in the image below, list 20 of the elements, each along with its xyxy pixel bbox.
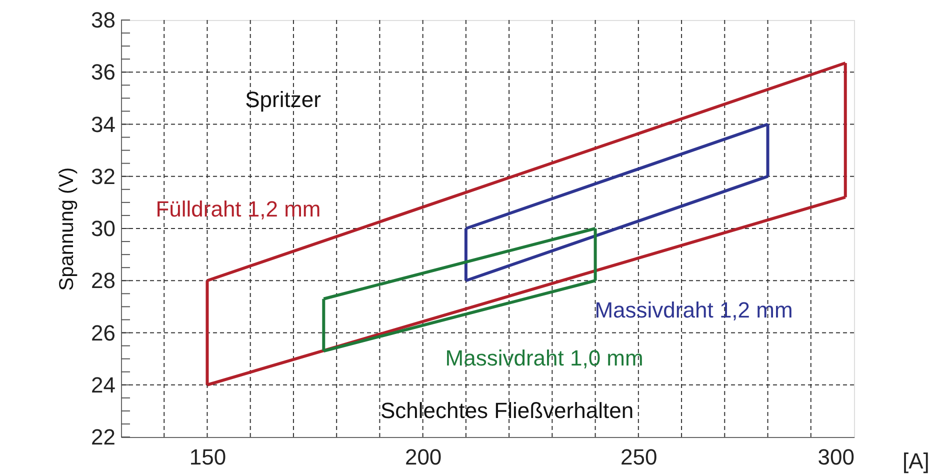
text: Massivdraht 1,2 mm [594,297,793,322]
y-tick-label: 30 [91,216,116,241]
x-tick-label: 250 [620,444,658,470]
y-tick-label: 32 [91,164,116,189]
y-tick-label: 34 [91,112,116,137]
annotation: Schlechtes Fließverhalten [380,398,634,423]
y-tick-label: 26 [91,320,116,346]
y-tick-label: 28 [91,268,116,294]
y-tick-label: 38 [91,8,116,32]
text: Massivdraht 1,0 mm [445,346,644,370]
x-tick-label: 300 [818,444,854,470]
series-label: Fülldraht 1,2 mm [156,196,321,222]
x-tick-label: 150 [189,444,226,470]
annotation: Spritzer [245,87,321,112]
x-tick-label: 200 [404,444,442,470]
y-tick-label: 36 [91,60,116,85]
y-tick-label: 24 [91,372,116,398]
y-axis-title: Spannung (V) [56,167,78,291]
y-tick-label: 22 [91,424,116,450]
x-axis-title: [A] [902,448,930,474]
